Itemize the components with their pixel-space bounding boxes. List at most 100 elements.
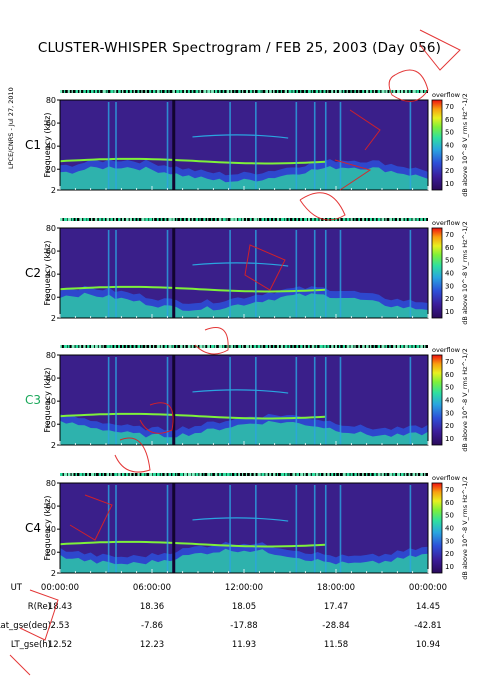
status-segment [129,345,132,348]
status-segment [292,90,295,93]
status-segment [269,218,271,221]
status-segment [381,218,385,221]
status-segment [346,473,350,476]
ephemeris-value: 11.58 [324,640,348,650]
status-segment [121,473,125,476]
status-segment [118,218,121,221]
pen-stroke [194,327,229,355]
status-segment [133,345,136,348]
status-segment [149,473,153,476]
y-tick-label: 20 [46,420,56,429]
status-segment [366,218,368,221]
status-segment [288,90,292,93]
status-segment [292,473,296,476]
status-segment [214,345,217,348]
status-segment [214,90,218,93]
status-segment [338,218,341,221]
plasma-line [59,285,326,293]
status-segment [121,345,124,348]
status-segment [257,345,261,348]
colorbar-tick-label: 30 [445,537,454,545]
ephemeris-value: 18.43 [48,602,72,612]
colorbar-tick-label: 50 [445,512,454,520]
panel-c4: 80 60 40 20 2 Frequency (kHz)C4 overflow 70 60 50… [25,473,469,580]
status-segment [300,90,302,93]
status-segment [342,218,346,221]
status-segment [369,218,373,221]
status-bar [60,218,428,221]
status-segment [79,345,82,348]
data-gap [172,100,176,190]
status-bar-base [60,218,428,221]
status-segment [249,473,252,476]
status-segment [276,218,280,221]
status-segment [152,218,155,221]
burst-line [409,485,412,573]
colorbar-tick-label: 40 [445,270,454,278]
ephemeris-value: 12.23 [140,640,164,650]
burst-line [107,357,110,445]
status-segment [102,473,104,476]
data-gap [172,483,176,573]
status-segment [404,345,408,348]
status-segment [183,473,187,476]
status-segment [358,473,360,476]
status-segment [265,345,268,348]
status-segment [71,345,75,348]
status-segment [145,218,149,221]
status-segment [176,345,178,348]
status-segment [137,218,139,221]
status-segment [242,218,244,221]
status-bar-base [60,90,428,93]
status-segment [280,218,285,221]
status-segment [354,473,357,476]
y-tick-label: 2 [51,441,56,450]
status-segment [114,218,117,221]
status-segment [203,218,206,221]
colorbar-tick-label: 70 [445,231,454,239]
status-segment [389,345,391,348]
status-segment [381,90,385,93]
status-segment [245,90,249,93]
pen-stroke [9,654,31,676]
status-segment [269,473,272,476]
status-segment [331,473,334,476]
status-segment [366,90,369,93]
status-segment [300,218,303,221]
status-segment [400,90,404,93]
status-segment [230,90,233,93]
status-segment [377,218,381,221]
status-segment [156,218,159,221]
status-segment [420,473,423,476]
status-segment [183,90,187,93]
status-segment [397,345,400,348]
colorbar-tick-label: 70 [445,486,454,494]
status-segment [129,218,132,221]
y-axis-label: Frequency (kHz) [43,496,52,561]
status-segment [187,345,191,348]
status-segment [346,218,350,221]
status-bar [60,90,428,93]
status-segment [335,90,337,93]
status-segment [141,218,145,221]
colorbar-tick-label: 50 [445,384,454,392]
status-segment [63,473,67,476]
pen-stroke [419,29,461,71]
status-segment [385,345,388,348]
status-segment [327,473,330,476]
colorbar [431,227,443,319]
burst-line [409,357,412,445]
status-segment [87,473,89,476]
status-segment [265,90,269,93]
red-pen-overlay [9,29,461,676]
status-segment [168,90,170,93]
status-segment [416,345,420,348]
status-segment [323,473,326,476]
ephemeris-label: UT [11,583,23,593]
status-segment [180,345,183,348]
panel-c3: 80 60 40 20 2 Frequency (kHz)C3 overflow 70 60 50… [25,345,469,452]
status-segment [249,90,253,93]
y-tick-label: 40 [46,525,56,534]
status-segment [218,345,223,348]
status-segment [211,218,213,221]
